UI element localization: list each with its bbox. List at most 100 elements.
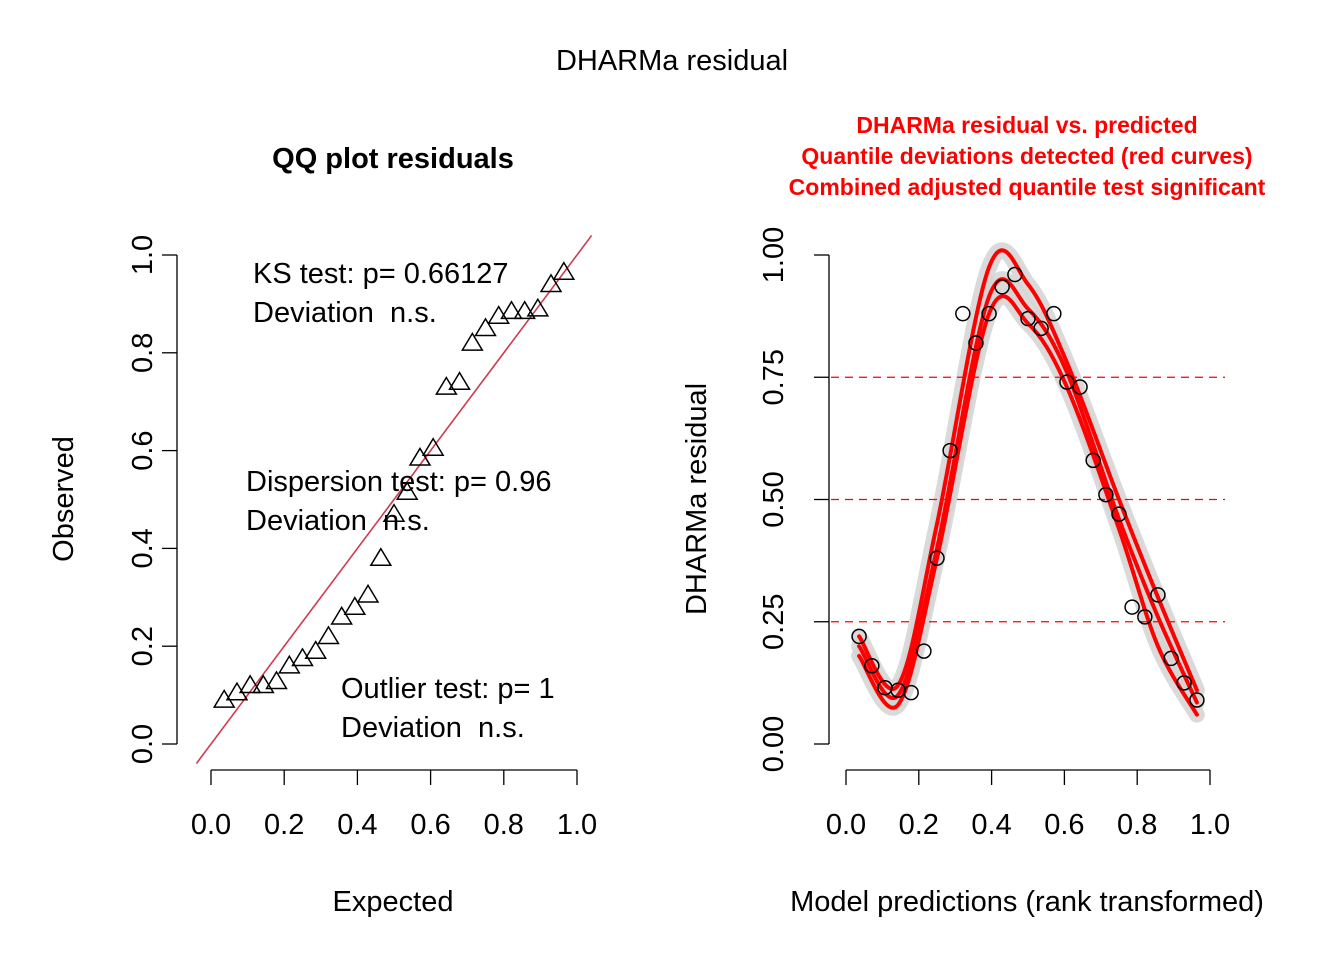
residual-y-tick-label: 0.50	[758, 471, 790, 527]
dispersion-test-text: Dispersion test: p= 0.96	[246, 466, 551, 498]
qq-point	[225, 681, 249, 701]
residual-vs-predicted-panel: DHARMa residual vs. predicted Quantile d…	[681, 112, 1266, 918]
quantile-curve	[857, 277, 1199, 705]
residual-point	[1085, 452, 1101, 469]
qq-y-axis-label: Observed	[48, 436, 80, 562]
dispersion-deviation-text: Deviation n.s.	[246, 505, 430, 537]
figure-title: DHARMa residual	[556, 45, 788, 77]
residual-y-tick-label: 0.75	[758, 349, 790, 405]
qq-x-tick-label: 0.2	[264, 809, 304, 841]
qq-point	[448, 371, 471, 391]
residual-y-tick-label: 1.00	[758, 227, 790, 283]
qq-x-tick-label: 1.0	[557, 809, 597, 841]
qq-y-tick-label: 1.0	[127, 235, 159, 275]
qq-x-axis-label: Expected	[333, 886, 454, 918]
qq-x-tick-label: 0.0	[191, 809, 231, 841]
qq-point	[356, 583, 380, 603]
residual-x-tick-label: 0.4	[971, 809, 1011, 841]
residual-point	[1072, 379, 1088, 395]
qq-x-tick-label: 0.8	[484, 809, 524, 841]
residual-points	[851, 266, 1205, 708]
qq-x-tick-label: 0.4	[337, 809, 377, 841]
residual-point	[1098, 486, 1114, 503]
qq-point	[382, 503, 406, 523]
qq-point	[474, 317, 497, 337]
qq-reference-line	[195, 234, 593, 765]
outlier-deviation-text: Deviation n.s.	[341, 712, 525, 744]
quantile-confidence-bands	[851, 242, 1205, 723]
residual-axes: 0.0 0.2 0.4 0.6 0.8 1.0 0.00 0.25 0.50 0.75 1.00	[758, 227, 1230, 841]
qq-y-tick-label: 0.8	[127, 333, 159, 373]
residual-point	[1163, 650, 1179, 667]
qq-axes: 0.0 0.2 0.4 0.6 0.8 1.0 0.0 0.2 0.4 0.6 0.8 1.0	[127, 235, 597, 841]
qq-y-tick-label: 0.0	[127, 724, 159, 764]
qq-point	[513, 300, 536, 320]
qq-point	[539, 273, 563, 293]
residual-x-tick-label: 0.8	[1117, 809, 1157, 841]
quantile-curve	[857, 294, 1199, 717]
residual-point	[1007, 266, 1023, 283]
qq-point	[369, 547, 393, 567]
qq-point	[395, 481, 419, 501]
qq-point	[212, 689, 236, 708]
qq-point	[461, 332, 484, 351]
qq-point	[552, 261, 576, 280]
residual-plot-title-line-3: Combined adjusted quantile test signific…	[789, 174, 1266, 200]
residual-plot-title-line-1: DHARMa residual vs. predicted	[856, 112, 1197, 138]
residual-y-tick-label: 0.25	[758, 594, 790, 650]
qq-point	[408, 446, 432, 466]
residual-y-axis-label: DHARMa residual	[681, 383, 713, 615]
qq-point	[291, 647, 314, 667]
residual-point	[994, 279, 1010, 295]
residual-point	[851, 628, 867, 645]
residual-point	[1111, 506, 1127, 522]
residual-point	[1150, 587, 1166, 603]
ks-deviation-text: Deviation n.s.	[253, 297, 437, 329]
qq-point	[317, 625, 340, 645]
residual-point	[1033, 320, 1049, 337]
residual-x-tick-label: 0.6	[1044, 809, 1084, 841]
residual-x-tick-label: 0.0	[826, 809, 866, 841]
residual-point	[1137, 609, 1153, 625]
qq-point	[304, 640, 327, 659]
quantile-reference-lines	[831, 376, 1225, 623]
outlier-test-text: Outlier test: p= 1	[341, 673, 555, 705]
residual-point	[1046, 305, 1062, 322]
qq-point	[330, 605, 353, 625]
qq-y-tick-label: 0.2	[127, 626, 159, 666]
qq-plot-panel: QQ plot residuals Expected Observed 0.0 0…	[48, 143, 597, 918]
qq-point	[526, 297, 550, 317]
qq-point	[238, 674, 262, 694]
residual-point	[903, 684, 919, 701]
residual-y-tick-label: 0.00	[758, 716, 790, 772]
qq-point	[500, 300, 523, 320]
qq-y-tick-label: 0.4	[127, 528, 159, 568]
quantile-band	[851, 271, 1205, 711]
residual-point	[1020, 310, 1036, 327]
qq-point	[265, 670, 288, 690]
residual-point	[955, 305, 971, 322]
residual-point	[1176, 675, 1192, 691]
qq-point	[278, 654, 301, 674]
residual-point	[981, 305, 997, 322]
residual-point	[916, 643, 932, 659]
residual-x-tick-label: 1.0	[1190, 809, 1230, 841]
quantile-curve	[857, 248, 1199, 693]
residual-point	[1189, 692, 1205, 708]
residual-plot-title-line-2: Quantile deviations detected (red curves…	[801, 143, 1252, 169]
residual-point	[968, 335, 984, 351]
residual-point	[942, 442, 958, 459]
qq-point	[421, 437, 445, 457]
qq-point	[343, 596, 367, 615]
residual-point	[864, 658, 880, 674]
qq-y-tick-label: 0.6	[127, 430, 159, 470]
residual-point	[1059, 374, 1075, 390]
qq-x-tick-label: 0.6	[410, 809, 450, 841]
ks-test-text: KS test: p= 0.66127	[253, 258, 509, 290]
quantile-curves	[857, 248, 1199, 717]
residual-point	[1124, 599, 1140, 615]
residual-x-axis-label: Model predictions (rank transformed)	[790, 886, 1264, 918]
qq-plot-title: QQ plot residuals	[272, 143, 514, 175]
qq-point	[487, 305, 510, 324]
